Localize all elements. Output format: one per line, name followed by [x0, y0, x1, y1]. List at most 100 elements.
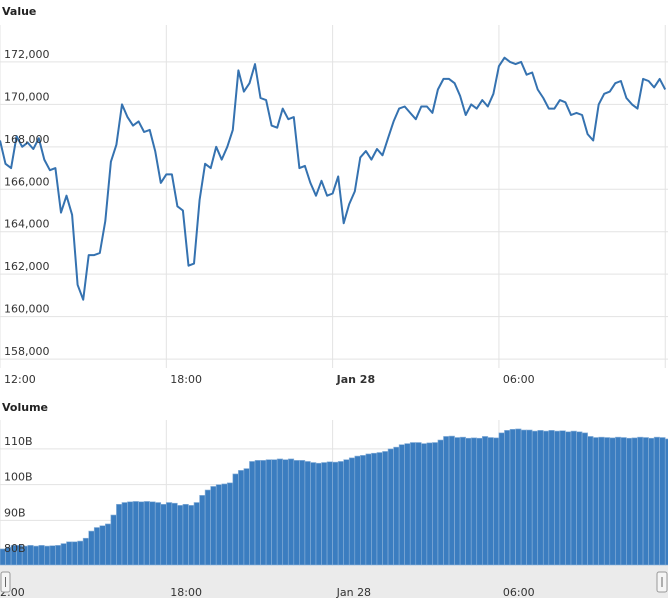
volume-bar	[326, 461, 333, 566]
volume-bar	[38, 545, 45, 566]
volume-bar	[166, 502, 173, 566]
volume-bar	[376, 452, 383, 566]
volume-bar	[415, 442, 422, 566]
volume-bar	[271, 459, 278, 566]
volume-bar	[404, 443, 411, 566]
volume-bar	[387, 448, 394, 566]
volume-bar	[293, 460, 300, 566]
volume-bar	[299, 460, 306, 566]
volume-bar	[215, 484, 223, 566]
y-tick-label: 172,000	[4, 48, 50, 61]
y-tick-label: 100B	[4, 471, 33, 484]
volume-bar	[332, 461, 339, 566]
navigator-band	[0, 565, 668, 598]
volume-bar	[620, 437, 627, 566]
volume-bar	[226, 482, 234, 566]
axis-title: Value	[2, 5, 36, 18]
x-tick-label: Jan 28	[336, 373, 375, 386]
volume-bar	[321, 462, 328, 566]
volume-bar	[287, 458, 295, 566]
volume-bar	[204, 489, 211, 566]
volume-bar	[99, 525, 106, 566]
x-tick-label: Jan 28	[336, 586, 371, 599]
volume-bar	[116, 503, 123, 566]
volume-bar	[310, 462, 317, 566]
y-tick-label: 166,000	[4, 175, 50, 188]
volume-bar	[276, 458, 284, 566]
volume-bar	[382, 451, 389, 566]
volume-bar	[470, 437, 478, 566]
x-tick-label: 18:00	[170, 586, 202, 599]
volume-bar	[238, 470, 245, 566]
volume-bar	[432, 442, 439, 566]
volume-bar	[398, 444, 405, 566]
volume-bar	[343, 459, 350, 566]
volume-bar	[149, 501, 156, 566]
y-tick-label: 80B	[4, 542, 26, 555]
volume-bar	[454, 437, 461, 566]
volume-bar	[509, 428, 516, 566]
volume-bar	[598, 436, 605, 566]
y-tick-label: 168,000	[4, 133, 50, 146]
volume-bar	[565, 431, 572, 566]
volume-bar	[548, 430, 555, 566]
volume-bar	[265, 459, 272, 566]
volume-bar	[603, 437, 611, 566]
volume-bar	[188, 505, 195, 566]
chart-layer: Value 158,000 160,000 162,000 164,000 166,000…	[0, 5, 668, 599]
volume-bar	[132, 501, 139, 566]
volume-bar	[127, 501, 134, 566]
volume-bar	[60, 543, 67, 566]
volume-bar	[570, 430, 577, 566]
volume-bar	[587, 436, 594, 566]
volume-bar	[504, 430, 511, 566]
x-tick-label: 06:00	[503, 586, 535, 599]
y-tick-label: 90B	[4, 506, 26, 519]
volume-bar	[437, 439, 444, 566]
volume-bar	[609, 437, 616, 566]
volume-bar	[371, 452, 378, 566]
x-tick-label: 06:00	[503, 373, 535, 386]
volume-bar	[121, 502, 128, 566]
volume-bar	[105, 523, 112, 566]
axis-title: Volume	[2, 401, 48, 414]
volume-bar	[526, 429, 533, 566]
volume-bar	[459, 436, 466, 566]
volume-bar	[348, 457, 356, 566]
volume-bar	[66, 541, 73, 566]
volume-bar	[481, 436, 489, 566]
volume-bar	[55, 545, 62, 566]
volume-bar	[32, 545, 40, 566]
volume-bar	[498, 432, 505, 566]
volume-bar	[93, 527, 101, 566]
volume-bar	[448, 435, 455, 566]
volume-bar	[393, 446, 400, 566]
y-tick-label: 164,000	[4, 218, 50, 231]
volume-bar	[171, 502, 178, 566]
volume-bar	[315, 462, 322, 566]
volume-bar	[615, 436, 622, 566]
volume-bar	[182, 503, 189, 566]
volume-bar	[143, 501, 150, 566]
volume-bar	[210, 486, 217, 566]
volume-bar	[409, 442, 417, 566]
volume-bar	[27, 545, 34, 566]
volume-bar	[493, 437, 500, 566]
y-tick-label: 160,000	[4, 303, 50, 316]
volume-bar	[637, 436, 644, 566]
volume-bar	[465, 437, 472, 566]
volume-bar	[49, 545, 56, 566]
volume-bar	[531, 430, 539, 566]
volume-bar	[648, 437, 655, 566]
volume-bar	[243, 468, 250, 566]
volume-bar	[199, 495, 206, 566]
volume-bar	[642, 437, 649, 566]
volume-bar	[360, 455, 367, 566]
x-tick-label: 12:00	[4, 373, 36, 386]
y-tick-label: 170,000	[4, 90, 50, 103]
volume-bar	[177, 505, 184, 566]
volume-bar	[232, 473, 239, 566]
volume-bar	[221, 483, 228, 566]
volume-bar	[581, 432, 588, 566]
